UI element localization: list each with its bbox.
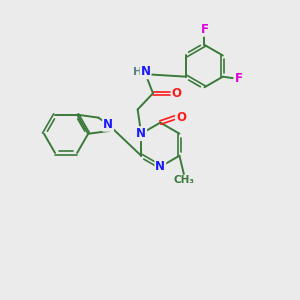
- Text: O: O: [172, 87, 182, 100]
- Text: N: N: [103, 118, 113, 131]
- Text: N: N: [155, 160, 165, 173]
- Text: H: H: [133, 67, 142, 77]
- Text: F: F: [200, 23, 208, 36]
- Text: CH₃: CH₃: [173, 176, 194, 185]
- Text: F: F: [234, 72, 242, 85]
- Text: N: N: [136, 127, 146, 140]
- Text: O: O: [176, 111, 186, 124]
- Text: N: N: [141, 65, 151, 78]
